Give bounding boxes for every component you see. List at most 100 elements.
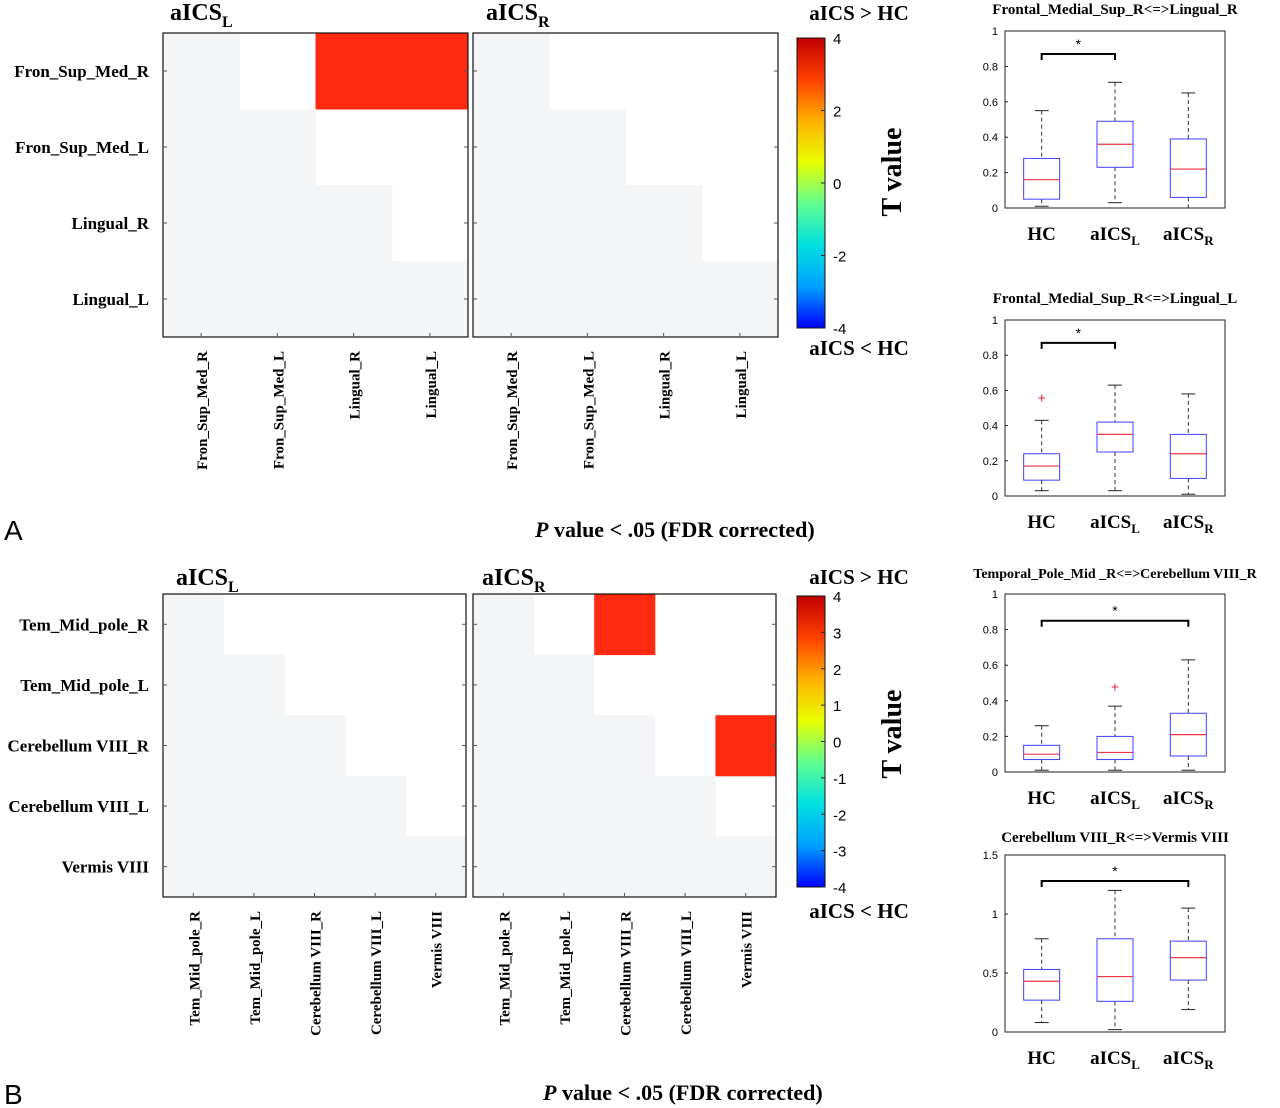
boxplot-title: Cerebellum VIII_R<=>Vermis VIII	[1001, 830, 1229, 846]
boxplot-ytick-label: 1	[992, 315, 998, 327]
heatmap-cell-lower	[163, 594, 225, 656]
colorbar-tick-label: -2	[833, 807, 846, 824]
colorbar-tick-label: -3	[833, 844, 846, 861]
colorbar-top-text: aICS > HC	[809, 1, 908, 25]
boxplot-box	[1023, 157, 1061, 200]
boxplot-box	[1023, 968, 1061, 1001]
heatmap-cell-lower	[701, 261, 779, 338]
boxplot-ytick-label: 0.8	[983, 350, 998, 362]
heatmap-cell-lower	[163, 775, 225, 837]
heatmap-col-label: Lingual_R	[348, 351, 364, 420]
heatmap-cell-lower	[473, 594, 535, 656]
heatmap-cell-lower	[163, 185, 240, 262]
boxplot-ytick-label: 0	[992, 203, 998, 215]
heatmap-cell-lower	[223, 775, 285, 837]
boxplot-ytick-label: 1	[992, 909, 998, 921]
heatmap-cell-lower	[315, 261, 393, 338]
significance-bracket	[1040, 341, 1116, 349]
heatmap-cell-lower	[163, 715, 225, 777]
heatmap-row-label: Cerebellum VIII_L	[8, 797, 149, 816]
heatmap-cell-lower	[223, 836, 285, 898]
heatmap-title: aICSR	[486, 0, 550, 31]
colorbar-tick-label: 3	[833, 625, 841, 642]
boxplot-ytick-label: 0	[992, 491, 998, 503]
significance-bracket	[1040, 619, 1190, 627]
heatmap-frame	[472, 32, 779, 338]
boxplot-box	[1169, 138, 1207, 198]
boxplot-group-label: aICSR	[1163, 512, 1214, 536]
boxplot-a-top: 0 0.2 0.4 0.6 0.8 1 HC aICSL aICSR * Frontal_Media…	[983, 2, 1238, 248]
boxplot-ytick-label: 0.8	[983, 625, 998, 637]
heatmap-cell-lower	[473, 185, 550, 262]
boxplot-box	[1169, 433, 1207, 479]
heatmap-title: aICSL	[170, 0, 233, 31]
heatmap-cell-lower	[163, 261, 240, 338]
boxplot-group-label: aICSL	[1090, 224, 1140, 248]
heatmap-col-label: Cerebellum VIII_L	[679, 911, 695, 1035]
boxplot-box	[1023, 453, 1061, 481]
colorbar-tick-label: 0	[833, 735, 841, 752]
heatmap-row-label: Cerebellum VIII_R	[7, 737, 149, 756]
heatmap-cell-lower	[473, 654, 535, 716]
boxplot-group-label: aICSR	[1163, 1048, 1214, 1072]
heatmap-row-label: Tem_Mid_pole_R	[19, 615, 149, 634]
significance-bracket	[1040, 53, 1116, 61]
heatmap-cell-lower	[473, 775, 535, 837]
heatmap-col-label: Fron_Sup_Med_L	[581, 351, 597, 469]
heatmap-cell-significant	[594, 594, 656, 656]
heatmap-cell-lower	[473, 261, 550, 338]
boxplot-ytick-label: 0.2	[983, 731, 998, 743]
colorbar-tick-label: -2	[833, 249, 846, 266]
heatmap-cell-lower	[594, 715, 656, 777]
heatmap-col-label: Fron_Sup_Med_R	[505, 351, 521, 470]
boxplot-a-bottom: 0 0.2 0.4 0.6 0.8 1 + HC aICSL aICSR * Frontal_Medi…	[983, 291, 1238, 536]
heatmap-col-label: Fron_Sup_Med_L	[271, 351, 287, 469]
boxplot-ytick-label: 0.2	[983, 456, 998, 468]
boxplot-box	[1096, 938, 1134, 1002]
heatmap-col-label: Fron_Sup_Med_R	[195, 351, 211, 470]
colorbar-bottom-text: aICS < HC	[809, 336, 908, 360]
heatmap-col-label: Tem_Mid_pole_R	[187, 911, 203, 1026]
boxplot-ytick-label: 1	[992, 26, 998, 38]
heatmap-cell-lower	[654, 775, 716, 837]
colorbar-tick-label: -4	[833, 880, 846, 897]
boxplot-group-label: HC	[1027, 788, 1056, 809]
heatmap-cell-lower	[284, 775, 346, 837]
boxplot-box	[1169, 940, 1207, 981]
boxplot-ytick-label: 0.2	[983, 168, 998, 180]
boxplot-group-label: HC	[1027, 224, 1056, 245]
colorbar-bottom-text: aICS < HC	[809, 899, 908, 923]
boxplot-group-label: aICSL	[1090, 788, 1140, 812]
heatmap-cell-lower	[239, 109, 316, 186]
heatmap-a-right: Fron_Sup_Med_R Fron_Sup_Med_L Lingual_R Lin…	[472, 0, 779, 470]
heatmap-cell-lower	[284, 836, 346, 898]
boxplot-ytick-label: 1	[992, 589, 998, 601]
heatmap-cell-significant	[315, 33, 393, 110]
heatmap-cell-lower	[715, 836, 777, 898]
boxplot-box	[1096, 735, 1134, 761]
boxplot-ytick-label: 0.8	[983, 61, 998, 73]
heatmap-cell-lower	[549, 261, 626, 338]
heatmap-cell-lower	[625, 185, 703, 262]
heatmap-col-label: Cerebellum VIII_R	[619, 911, 635, 1036]
boxplot-group-label: HC	[1027, 1048, 1056, 1069]
heatmap-col-label: Vermis VIII	[430, 911, 446, 988]
boxplot-ytick-label: 0.4	[983, 421, 998, 433]
heatmap-cell-lower	[163, 654, 225, 716]
heatmap-row-label: Fron_Sup_Med_R	[14, 62, 149, 81]
panel-a-label: A	[4, 515, 23, 546]
boxplot-title: Temporal_Pole_Mid _R<=>Cerebellum VIII_R	[973, 567, 1257, 582]
boxplot-group-label: aICSR	[1163, 788, 1214, 812]
boxplot-outlier: +	[1038, 389, 1046, 405]
heatmap-cell-lower	[549, 109, 626, 186]
heatmap-cell-lower	[344, 775, 406, 837]
boxplot-ytick-label: 0.6	[983, 97, 998, 109]
boxplot-group-label: aICSR	[1163, 224, 1214, 248]
heatmap-col-label: Lingual_L	[734, 351, 750, 419]
heatmap-cell-lower	[533, 775, 595, 837]
colorbar-tick-label: 4	[833, 31, 841, 48]
boxplot-ytick-label: 0.5	[983, 968, 998, 980]
heatmap-cell-lower	[473, 109, 550, 186]
heatmap-cell-significant	[391, 33, 469, 110]
